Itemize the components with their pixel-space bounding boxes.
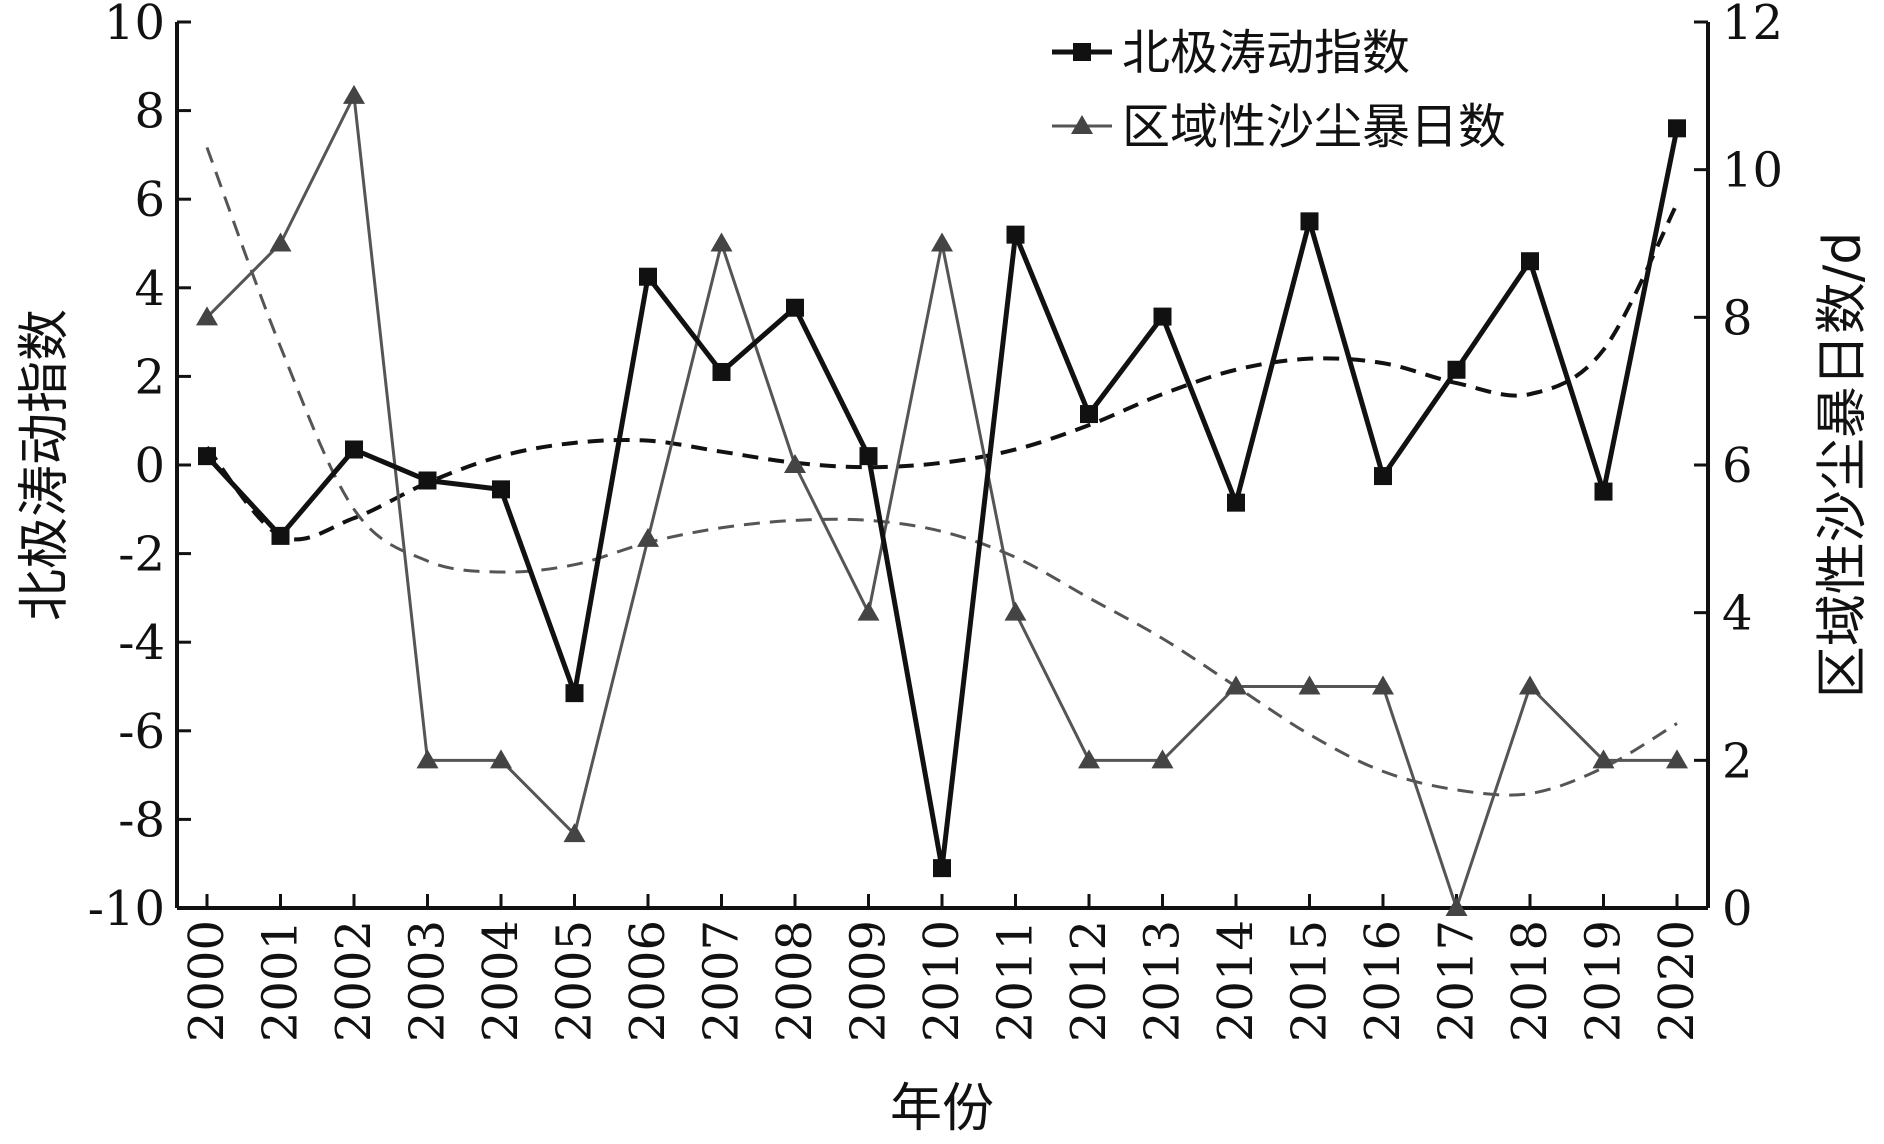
dust-days-point [269, 232, 292, 252]
ao-index-point [1153, 307, 1172, 326]
left-y-tick-label: 6 [134, 172, 165, 228]
x-tick-label: 2010 [914, 920, 970, 1042]
left-axis-title: 北极涛动指数 [15, 309, 75, 621]
left-y-tick-label: 8 [134, 84, 165, 140]
dust-days-point [931, 232, 953, 252]
ao-index-point [1227, 493, 1245, 512]
x-tick-label: 2009 [841, 920, 897, 1042]
x-tick-label: 2002 [326, 920, 382, 1042]
legend-item-dust-days: 区域性沙尘暴日数 [1052, 99, 1506, 155]
left-y-tick-label: -10 [88, 881, 165, 937]
dust-days-point [1592, 749, 1615, 769]
ao-index-point [933, 859, 951, 878]
x-tick-label: 2019 [1576, 920, 1632, 1042]
right-y-tick-label: 12 [1722, 0, 1783, 51]
dust-days-point [710, 232, 733, 252]
ao-index-point [1521, 252, 1539, 271]
trend-line-dust-days [205, 146, 1678, 797]
x-tick-label: 2013 [1135, 920, 1191, 1042]
ao-index-point [1080, 405, 1098, 424]
dust-days-point [1004, 601, 1027, 621]
series-markers [196, 84, 1688, 916]
series-line-dust-days [205, 94, 1677, 910]
ao-index-point [1006, 225, 1025, 244]
dust-days-point [1372, 675, 1394, 695]
x-tick-label: 2015 [1282, 920, 1338, 1042]
ao-index-point [565, 684, 584, 703]
x-tick-label: 2018 [1502, 920, 1558, 1042]
dust-days-point [1666, 749, 1688, 769]
dust-days-point [343, 84, 365, 104]
dust-days-point [1519, 675, 1541, 695]
ao-index-point [712, 362, 731, 381]
right-y-tick-label: 6 [1722, 438, 1753, 494]
dust-days-point [1225, 675, 1247, 695]
x-tick-label: 2004 [473, 920, 529, 1042]
dust-days-point [490, 749, 512, 769]
dust-days-point [1151, 749, 1174, 769]
ao-index-point [786, 298, 804, 317]
dust-days-point [1298, 675, 1321, 695]
legend-label-dust-days: 区域性沙尘暴日数 [1122, 99, 1506, 155]
left-y-tick-label: -8 [118, 792, 165, 848]
x-tick-label: 2001 [253, 920, 309, 1042]
legend-item-ao-index: 北极涛动指数 [1052, 25, 1410, 81]
ao-index-point [1374, 467, 1392, 486]
x-tick-label: 2003 [400, 920, 456, 1042]
x-tick-label: 2008 [767, 920, 823, 1042]
x-axis-title: 年份 [890, 1079, 994, 1139]
dust-days-point [563, 823, 586, 843]
series-lines [205, 94, 1680, 910]
dust-days-point [1078, 749, 1100, 769]
legend: 北极涛动指数 区域性沙尘暴日数 [1052, 25, 1506, 155]
ao-index-point [1594, 482, 1613, 501]
left-y-tick-label: -4 [118, 615, 165, 671]
x-tick-label: 2012 [1061, 920, 1117, 1042]
x-tick-label: 2011 [988, 920, 1044, 1042]
legend-label-ao-index: 北极涛动指数 [1122, 25, 1410, 81]
left-y-tick-label: 0 [134, 438, 165, 494]
ao-index-point [1447, 360, 1466, 379]
right-axis-title: 区域性沙尘暴日数/d [1813, 232, 1873, 699]
trend-lines [205, 146, 1679, 797]
left-y-tick-label: -2 [118, 527, 165, 583]
dust-days-point [196, 306, 218, 326]
left-y-tick-label: 2 [134, 349, 165, 405]
right-y-tick-label: 10 [1722, 143, 1783, 199]
x-tick-label: 2020 [1649, 920, 1705, 1042]
ao-index-point [345, 440, 363, 459]
left-y-tick-label: 10 [104, 0, 165, 51]
right-y-tick-label: 0 [1722, 881, 1753, 937]
dust-days-point [416, 749, 439, 769]
left-y-tick-label: -6 [118, 704, 165, 760]
dust-days-point [637, 527, 659, 547]
legend-square-marker [1073, 43, 1091, 61]
ao-index-point [1300, 212, 1319, 231]
x-tick-label: 2007 [694, 920, 750, 1042]
ao-index-point [1668, 119, 1686, 138]
ao-index-point [198, 447, 216, 466]
dust-days-point [857, 601, 880, 621]
ao-index-point [271, 526, 290, 545]
ao-index-point [492, 480, 510, 499]
x-tick-label: 2000 [179, 920, 235, 1042]
right-y-tick-label: 4 [1722, 586, 1753, 642]
x-tick-label: 2005 [547, 920, 603, 1042]
right-y-tick-label: 2 [1722, 733, 1753, 789]
x-tick-label: 2006 [620, 920, 676, 1042]
left-y-tick-label: 4 [134, 261, 165, 317]
ao-index-point [418, 471, 437, 490]
ticks: -10 -8 -6 -4 -2 0 2 4 6 8 10 0 2 4 6 8 10 12 2000 2001 2002 2… [88, 0, 1783, 1042]
right-y-tick-label: 8 [1722, 290, 1753, 346]
ao-index-point [639, 267, 657, 286]
x-tick-label: 2014 [1208, 920, 1264, 1042]
trend-line-ao-index [205, 202, 1679, 542]
x-tick-label: 2017 [1429, 920, 1485, 1042]
legend-triangle-marker [1071, 115, 1093, 134]
dust-days-point [1445, 897, 1468, 916]
x-tick-label: 2016 [1355, 920, 1411, 1042]
dust-days-point [784, 454, 806, 473]
ao-index-point [859, 447, 878, 466]
